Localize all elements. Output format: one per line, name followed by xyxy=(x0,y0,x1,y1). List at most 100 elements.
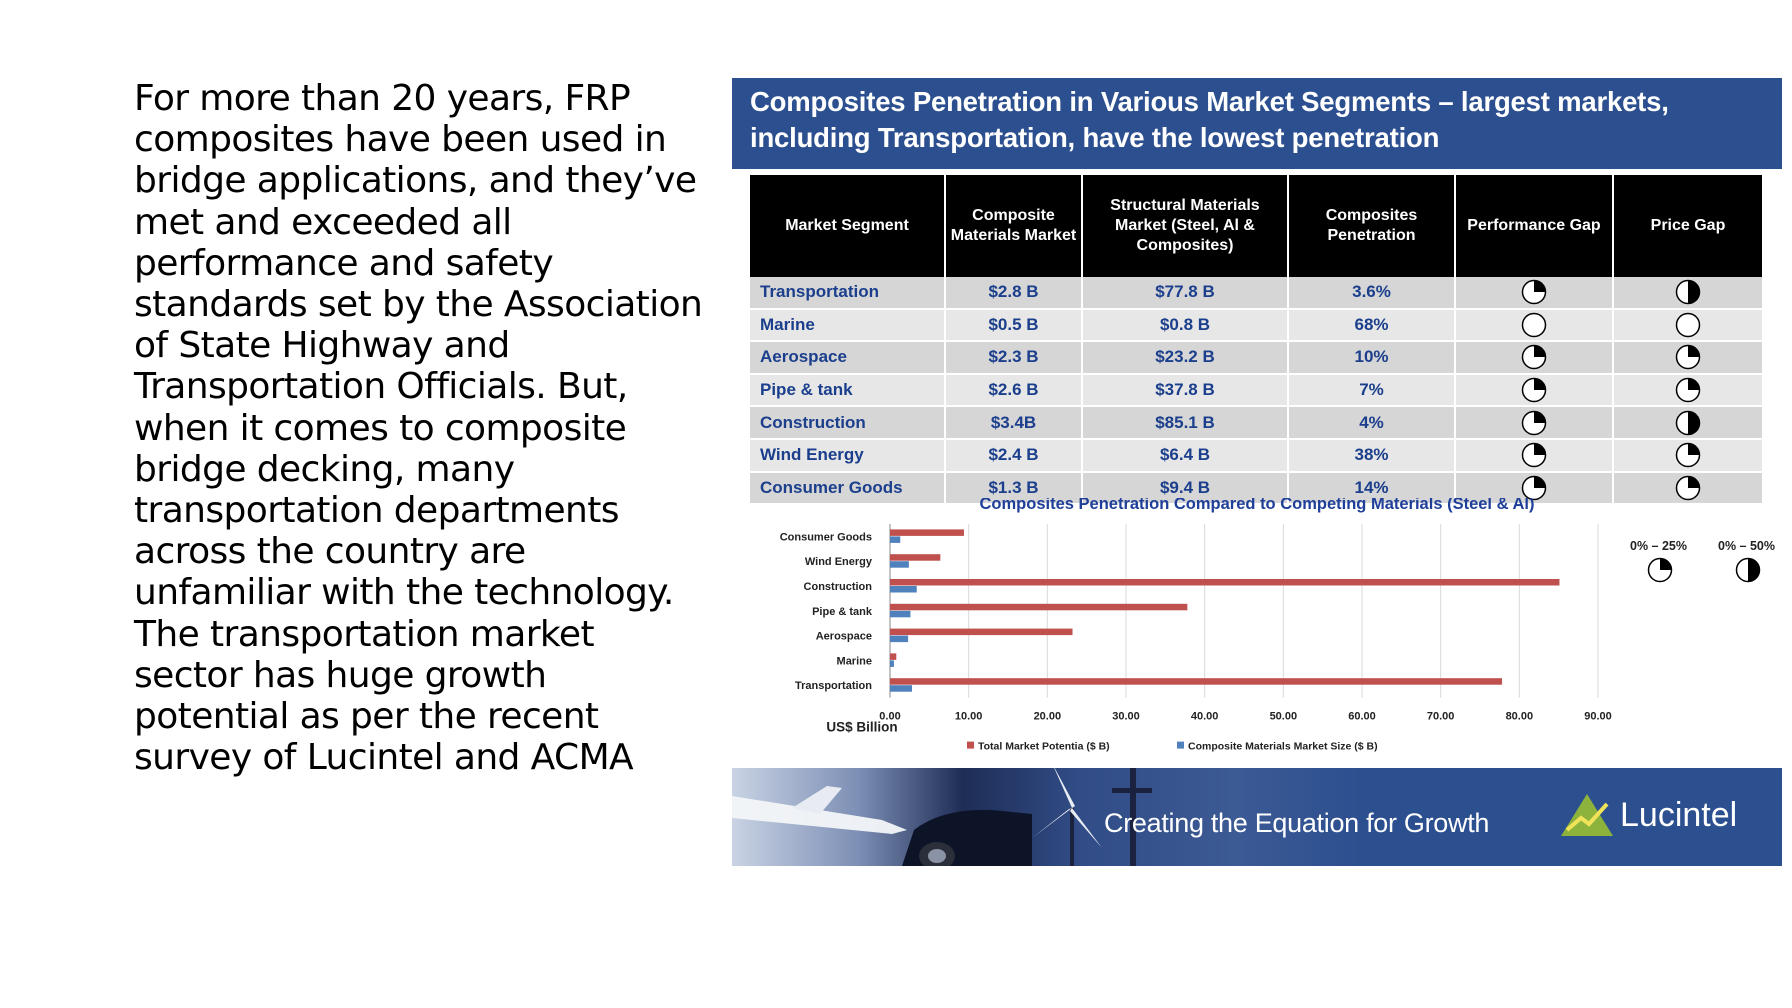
airplane-car-image xyxy=(732,786,1032,866)
price-gap-pie-icon xyxy=(1675,475,1701,501)
x-tick-label: 50.00 xyxy=(1270,711,1298,723)
header-market-segment: Market Segment xyxy=(750,175,946,277)
bar xyxy=(890,529,964,536)
pie-legend-icon xyxy=(1735,557,1761,583)
bar xyxy=(890,603,1188,611)
cell-composite-market: $1.3 B xyxy=(945,471,1083,506)
cell-price-gap xyxy=(1613,341,1762,375)
cell-penetration: 10% xyxy=(1288,341,1456,375)
legend-swatch xyxy=(1177,741,1184,749)
cell-structural-market: $37.8 B xyxy=(1082,373,1289,408)
cell-price-gap xyxy=(1613,471,1762,506)
y-category-label: Construction xyxy=(804,581,873,593)
cell-segment: Wind Energy xyxy=(750,438,946,473)
figure-title: Composites Penetration in Various Market… xyxy=(732,78,1782,169)
cell-structural-market: $9.4 B xyxy=(1082,471,1289,506)
body-line: For more than 20 years, FRP xyxy=(134,78,631,119)
body-line: of State Highway and xyxy=(134,325,510,367)
cell-price-gap xyxy=(1613,438,1762,473)
cell-structural-market: $77.8 B xyxy=(1082,277,1289,310)
table-header-row: Market Segment Composite Materials Marke… xyxy=(750,175,1762,277)
body-line: bridge decking, many xyxy=(134,448,515,490)
table-row: Construction $3.4B $85.1 B 4% xyxy=(750,406,1762,440)
cell-composite-market: $2.3 B xyxy=(945,341,1083,375)
cell-price-gap xyxy=(1613,373,1762,408)
cell-price-gap xyxy=(1613,406,1762,440)
bar xyxy=(890,579,1560,586)
brand-name: Lucintel xyxy=(1620,796,1738,834)
table-row: Consumer Goods $1.3 B $9.4 B 14% xyxy=(750,471,1762,506)
price-gap-pie-icon xyxy=(1675,345,1701,370)
body-line: across the country are xyxy=(134,531,526,573)
performance-gap-pie-icon xyxy=(1521,280,1547,305)
bar xyxy=(890,536,901,543)
body-line: transportation departments xyxy=(134,490,620,532)
cell-performance-gap xyxy=(1455,341,1614,375)
cell-composite-market: $2.6 B xyxy=(945,373,1083,408)
bar xyxy=(890,653,897,660)
cell-segment: Transportation xyxy=(750,277,946,310)
market-figure: Composites Penetration in Various Market… xyxy=(732,78,1782,866)
y-category-label: Marine xyxy=(837,655,872,667)
pie-legend-label: 0% – 25% xyxy=(1630,539,1687,553)
x-axis-label: US$ Billion xyxy=(826,720,897,735)
table-row: Wind Energy $2.4 B $6.4 B 38% xyxy=(750,438,1762,473)
cell-segment: Construction xyxy=(750,406,946,440)
figure-title-line-1: Composites Penetration in Various Market… xyxy=(750,86,1669,117)
legend-label: Composite Materials Market Size ($ B) xyxy=(1188,741,1378,753)
price-gap-pie-icon xyxy=(1675,312,1701,338)
body-line: The transportation market xyxy=(134,613,595,655)
y-category-label: Consumer Goods xyxy=(780,531,872,543)
performance-gap-pie-icon xyxy=(1521,443,1547,468)
bar xyxy=(890,685,913,692)
cell-composite-market: $2.4 B xyxy=(945,438,1083,473)
body-line: unfamiliar with the technology. xyxy=(134,572,674,614)
bar xyxy=(890,628,1073,636)
body-line: when it comes to composite xyxy=(134,407,627,449)
cell-structural-market: $0.8 B xyxy=(1082,308,1289,343)
body-line: met and exceeded all xyxy=(134,201,512,243)
header-performance-gap: Performance Gap xyxy=(1455,175,1614,277)
x-tick-label: 10.00 xyxy=(955,711,983,723)
y-category-label: Transportation xyxy=(795,680,872,692)
legend-label: Total Market Potentia ($ B) xyxy=(978,741,1110,753)
footer-banner: Creating the Equation for Growth Lucinte… xyxy=(732,768,1782,866)
body-line: bridge applications, and they’ve xyxy=(134,160,697,202)
cell-composite-market: $0.5 B xyxy=(945,308,1083,343)
body-line: Transportation Officials. But, xyxy=(134,366,628,408)
pie-legend-icon xyxy=(1647,557,1673,583)
wind-turbine-image xyxy=(1032,768,1152,866)
cell-performance-gap xyxy=(1455,471,1614,506)
bar xyxy=(890,635,909,643)
performance-gap-pie-icon xyxy=(1521,312,1547,338)
performance-gap-pie-icon xyxy=(1521,475,1547,501)
cell-penetration: 7% xyxy=(1288,373,1456,408)
chart-title: Composites Penetration Compared to Compe… xyxy=(980,498,1535,513)
banner-slogan: Creating the Equation for Growth xyxy=(1104,808,1490,838)
performance-gap-pie-icon xyxy=(1521,410,1547,435)
market-segment-table: Market Segment Composite Materials Marke… xyxy=(750,175,1762,506)
table-row: Marine $0.5 B $0.8 B 68% xyxy=(750,308,1762,343)
price-gap-pie-icon xyxy=(1675,410,1701,435)
legend-swatch xyxy=(967,741,974,749)
header-penetration: Composites Penetration xyxy=(1288,175,1456,277)
cell-structural-market: $6.4 B xyxy=(1082,438,1289,473)
header-structural-market: Structural Materials Market (Steel, Al &… xyxy=(1082,175,1289,277)
header-price-gap: Price Gap xyxy=(1613,175,1762,277)
cell-composite-market: $2.8 B xyxy=(945,277,1083,310)
cell-penetration: 3.6% xyxy=(1288,277,1456,310)
pie-legend-glyph-icon xyxy=(1647,557,1673,583)
cell-performance-gap xyxy=(1455,373,1614,408)
cell-penetration: 4% xyxy=(1288,406,1456,440)
x-tick-label: 0.00 xyxy=(879,711,900,723)
body-line: standards set by the Association xyxy=(134,284,703,326)
table-row: Transportation $2.8 B $77.8 B 3.6% xyxy=(750,277,1762,310)
cell-segment: Consumer Goods xyxy=(750,471,946,506)
lucintel-logo-icon xyxy=(1561,794,1613,836)
pie-legend-label: 0% – 50% xyxy=(1718,539,1775,553)
cell-performance-gap xyxy=(1455,438,1614,473)
bar xyxy=(890,678,1503,685)
bar xyxy=(890,554,941,561)
cell-composite-market: $3.4B xyxy=(945,406,1083,440)
body-line: survey of Lucintel and ACMA xyxy=(134,737,634,779)
